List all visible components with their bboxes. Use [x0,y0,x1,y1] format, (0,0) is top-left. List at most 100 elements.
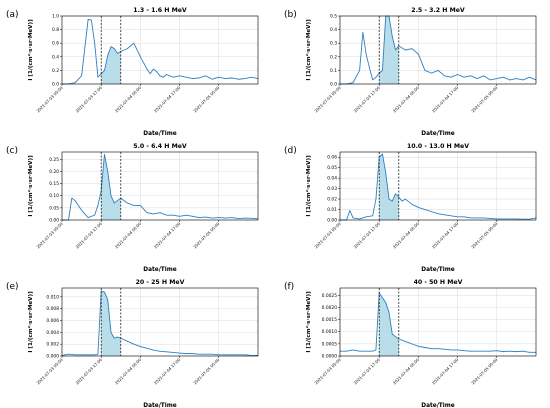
data-point [437,348,439,350]
x-tick-label: 2021-07-04 17:00 [431,221,460,250]
x-tick-label: 2021-07-03 05:00 [313,221,342,250]
x-tick-label: 2021-07-04 17:00 [153,221,182,250]
data-point [502,218,504,220]
data-point [159,75,161,77]
data-point [502,351,504,352]
y-tick-label: 0.008 [46,306,59,312]
data-point [401,200,403,202]
data-point [133,42,135,44]
y-tick-label: 0.0005 [322,341,338,347]
x-axis-label: Date/Time [421,267,455,273]
data-point [375,349,377,351]
shaded-area [379,154,399,220]
data-point [516,351,517,352]
data-point [205,353,207,355]
y-tick-label: 0.8 [52,27,59,33]
data-point [483,217,485,219]
data-point [391,333,393,335]
data-point [388,198,390,200]
data-point [172,76,174,78]
data-point [450,76,452,78]
data-point [97,353,99,355]
x-tick-label: 2021-07-03 05:00 [313,85,342,114]
data-point [74,200,76,201]
data-point [110,195,112,197]
data-point [450,349,452,351]
data-point [133,205,135,206]
x-tick-label: 2021-07-04 05:00 [392,221,421,250]
data-point [431,211,432,212]
data-point [117,53,118,54]
data-point [516,218,517,220]
data-point [149,73,151,75]
data-point [349,210,351,211]
shaded-area [101,290,121,356]
x-axis-label: Date/Time [143,267,177,273]
data-point [444,348,445,350]
y-tick-label: 0.4 [330,27,337,33]
y-tick-label: 0.0025 [322,293,338,299]
panel-letter: (f) [284,282,294,292]
data-point [192,353,194,354]
data-point [172,214,174,216]
data-point [483,350,485,352]
x-tick-label: 2021-07-05 05:00 [192,221,221,250]
data-point [395,193,396,195]
data-point [496,350,498,352]
data-point [391,200,393,202]
data-point [365,350,367,352]
y-tick-label: 0.1 [330,68,337,74]
y-tick-label: 0.05 [327,165,337,171]
y-tick-label: 0.010 [46,294,59,300]
data-point [365,53,367,55]
data-point [346,350,347,352]
x-tick-label: 2021-07-04 05:00 [392,357,421,386]
data-point [372,215,374,217]
data-point [431,72,432,74]
data-point [156,71,158,73]
data-point [224,217,226,219]
data-point [372,79,374,81]
data-point [166,351,167,353]
x-tick-label: 2021-07-04 17:00 [153,357,182,386]
data-point [107,171,109,172]
data-point [140,205,141,206]
data-point [113,202,115,204]
data-point [198,353,200,355]
data-point [509,350,511,352]
data-point [424,70,426,71]
data-point [444,214,445,216]
data-point [404,198,406,200]
y-tick-label: 0.0 [52,82,59,88]
data-point [516,78,517,79]
data-point [179,352,180,354]
x-tick-label: 2021-07-03 05:00 [35,221,64,250]
data-point [388,311,390,313]
data-point [418,345,419,347]
plot-frame [339,151,537,221]
shaded-area [101,154,121,220]
x-tick-label: 2021-07-03 17:00 [353,357,382,386]
data-point [198,217,200,218]
data-point [411,48,413,49]
data-point [437,213,439,215]
data-point [74,82,76,83]
y-tick-label: 0.4 [52,54,59,60]
data-point [211,78,213,80]
data-point [457,216,458,218]
data-point [522,218,524,220]
x-tick-label: 2021-07-05 05:00 [470,85,499,114]
data-point [238,354,239,356]
data-point [97,205,99,206]
data-point [244,354,246,356]
data-point [192,216,194,217]
data-point [529,352,530,353]
data-point [205,216,207,218]
data-point [113,337,115,339]
data-point [104,154,105,155]
data-point [71,197,73,199]
chart-panel-a: 0.0 0.2 0.4 0.6 0.8 1.0 2021-07-03 05:00 2021-0… [6,7,259,137]
y-tick-label: 0.2 [330,54,337,60]
y-axis-label: I [1/(cm²·s·sr·MeV)] [27,19,34,81]
data-point [117,200,118,201]
